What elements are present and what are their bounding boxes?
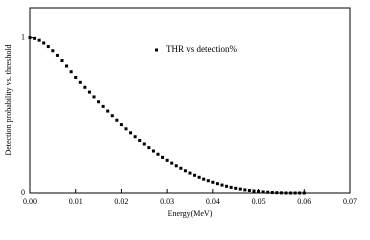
marker — [220, 183, 224, 187]
marker — [183, 169, 187, 173]
legend-marker — [155, 48, 158, 52]
marker — [247, 189, 251, 193]
marker — [238, 187, 242, 191]
x-tick-label: 0.05 — [252, 197, 266, 206]
marker — [55, 53, 59, 57]
marker — [78, 80, 82, 84]
marker — [257, 189, 261, 193]
marker — [51, 49, 55, 53]
marker — [28, 36, 32, 40]
marker — [92, 95, 96, 99]
marker — [234, 186, 238, 190]
marker — [293, 191, 297, 195]
marker — [289, 191, 293, 195]
marker — [87, 90, 91, 94]
x-tick-label: 0.01 — [69, 197, 83, 206]
marker — [147, 146, 151, 150]
marker — [188, 171, 192, 175]
marker — [151, 149, 155, 153]
x-tick-label: 0.07 — [343, 197, 357, 206]
marker — [211, 180, 215, 184]
marker — [206, 179, 210, 183]
x-tick-label: 0.03 — [160, 197, 174, 206]
marker — [243, 188, 247, 192]
marker — [252, 189, 256, 193]
legend — [148, 40, 276, 60]
x-tick-label: 0.02 — [114, 197, 128, 206]
marker — [46, 45, 50, 49]
marker — [261, 190, 265, 194]
legend-label: THR vs detection% — [166, 44, 237, 54]
marker — [161, 155, 165, 159]
marker — [302, 191, 306, 195]
marker — [170, 161, 174, 165]
marker — [124, 127, 128, 131]
marker — [65, 64, 69, 68]
marker — [129, 131, 133, 135]
marker — [142, 142, 146, 146]
marker — [60, 59, 64, 63]
marker — [298, 191, 302, 195]
marker — [115, 118, 119, 122]
y-axis-title: Detection probability vs. threshold — [4, 44, 13, 155]
x-tick-label: 0.06 — [297, 197, 311, 206]
y-tick-label: 1 — [21, 32, 25, 41]
marker — [110, 114, 114, 118]
marker — [275, 191, 279, 195]
marker — [215, 182, 219, 186]
marker — [174, 164, 178, 168]
marker — [69, 70, 73, 74]
chart: Energy(MeV) Detection probability vs. th… — [4, 7, 357, 218]
marker — [229, 185, 233, 189]
marker — [270, 191, 274, 195]
marker — [37, 38, 41, 42]
marker — [83, 85, 87, 89]
marker — [225, 184, 229, 188]
marker — [165, 158, 169, 162]
page: {"chart_data": {"type": "scatter", "x_la… — [3, 7, 357, 218]
marker — [119, 123, 123, 127]
marker — [133, 135, 137, 139]
marker — [266, 190, 270, 194]
marker — [33, 36, 37, 40]
marker — [156, 152, 160, 156]
plot-frame — [29, 7, 351, 194]
marker — [279, 191, 283, 195]
marker — [97, 100, 101, 104]
marker — [179, 166, 183, 170]
marker — [284, 191, 288, 195]
marker — [42, 41, 46, 45]
y-tick-label: 0 — [21, 188, 25, 197]
marker — [193, 173, 197, 177]
marker — [74, 75, 78, 79]
marker — [106, 109, 110, 113]
marker — [202, 177, 206, 181]
marker — [197, 175, 201, 179]
marker — [101, 104, 105, 108]
x-tick-label: 0.04 — [206, 197, 220, 206]
marker — [138, 138, 142, 142]
x-axis-title: Energy(MeV) — [168, 209, 213, 218]
x-tick-label: 0.00 — [23, 197, 37, 206]
